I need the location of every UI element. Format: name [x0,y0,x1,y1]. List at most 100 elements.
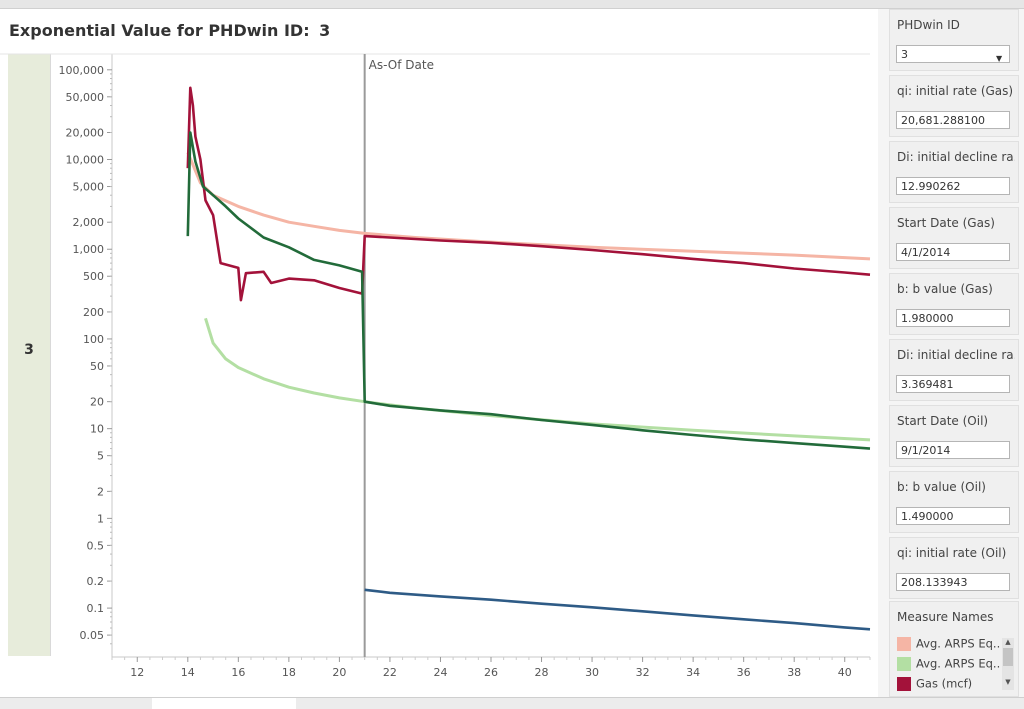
legend-label: Avg. ARPS Eq.. [916,656,1001,671]
tab-sheet-1[interactable] [36,698,146,709]
filter-title: b: b value (Oil) [897,480,986,494]
y-tick-label: 0.5 [87,539,105,552]
filter-value: 1.980000 [901,312,954,325]
scroll-down-icon[interactable]: ▼ [1005,678,1011,686]
x-tick-label: 28 [535,666,549,679]
filter-value: 4/1/2014 [901,246,951,259]
legend-item[interactable]: Avg. ARPS Eq.. [897,636,1001,651]
tab-sheet-active[interactable] [152,698,296,709]
parameter-input[interactable]: 208.133943 [896,573,1010,591]
x-tick-label: 34 [686,666,700,679]
row-header-label: 3 [24,342,34,358]
series-line-2 [186,86,871,302]
x-tick-label: 40 [838,666,852,679]
x-tick-label: 14 [181,666,195,679]
y-tick-label: 100,000 [59,64,105,77]
filter-value: 1.490000 [901,510,954,523]
x-tick-label: 22 [383,666,397,679]
filter-title: Start Date (Oil) [897,414,989,428]
y-tick-label: 2 [97,485,104,498]
filter-value: 3 [901,48,908,61]
y-tick-label: 1,000 [73,243,105,256]
legend-item[interactable]: Avg. ARPS Eq.. [897,656,1001,671]
x-tick-label: 36 [737,666,751,679]
x-tick-label: 20 [332,666,346,679]
decline-curve-chart[interactable]: 100,000 50,000 20,000 10,000 5,000 2,000 1,000… [0,9,878,697]
y-tick-label: 100 [83,333,104,346]
legend-card: Measure Names Avg. ARPS Eq.. Avg. ARPS Eq.… [889,601,1019,697]
series-line-3 [186,131,871,450]
y-tick-label: 1 [97,512,104,525]
filter-card-2: Di: initial decline ra... 12.990262 [889,141,1019,203]
filter-title: Di: initial decline ra... [897,150,1015,164]
filter-value: 12.990262 [901,180,961,193]
legend-title: Measure Names [897,610,994,624]
parameter-input[interactable]: 1.490000 [896,507,1010,525]
filter-card-8: qi: initial rate (Oil) 208.133943 [889,537,1019,599]
y-tick-label: 20 [90,396,104,409]
new-dashboard-icon[interactable] [392,698,414,709]
filter-card-4: b: b value (Gas) 1.980000 [889,273,1019,335]
sheet-title: Exponential Value for PHDwin ID: 3 [9,21,334,40]
filter-value: 20,681.288100 [901,114,985,127]
y-tick-label: 2,000 [73,216,105,229]
legend-item[interactable]: Gas (mcf) [897,676,973,691]
series-line-0 [186,151,871,261]
y-tick-label: 0.1 [87,602,105,615]
filter-value: 208.133943 [901,576,968,589]
legend-swatch [897,636,911,651]
y-tick-label: 10,000 [66,154,105,167]
phdwin-id-dropdown[interactable]: 3 ▼ [896,45,1010,63]
legend-label: Avg. ARPS Eq.. [916,636,1001,651]
parameter-input[interactable]: 4/1/2014 [896,243,1010,261]
y-tick-label: 200 [83,306,104,319]
filter-card-6: Start Date (Oil) 9/1/2014 [889,405,1019,467]
filter-card-5: Di: initial decline ra... 3.369481 [889,339,1019,401]
y-tick-label: 500 [83,270,104,283]
filter-title: b: b value (Gas) [897,282,993,296]
y-tick-label: 0.05 [80,629,105,642]
y-tick-label: 5 [97,450,104,463]
y-tick-label: 50,000 [66,91,105,104]
tab-sheet-3[interactable] [300,698,352,709]
y-tick-label: 20,000 [66,127,105,140]
y-tick-label: 0.2 [87,575,105,588]
legend-label: Gas (mcf) [916,676,973,691]
x-tick-label: 24 [433,666,447,679]
y-tick-label: 10 [90,423,104,436]
series-line-4 [364,588,871,631]
series-line-1 [204,317,871,442]
parameter-input[interactable]: 20,681.288100 [896,111,1010,129]
new-story-icon[interactable] [424,698,446,709]
filter-title: Di: initial decline ra... [897,348,1015,362]
x-tick-label: 18 [282,666,296,679]
legend-scrollbar[interactable]: ▲ ▼ [1002,638,1014,690]
scroll-thumb[interactable] [1003,648,1013,666]
filter-title: qi: initial rate (Gas) [897,84,1014,98]
worksheet-view: Exponential Value for PHDwin ID: 3 3 100… [0,9,878,697]
x-tick-label: 16 [231,666,245,679]
x-tick-label: 12 [130,666,144,679]
chevron-down-icon[interactable]: ▼ [996,54,1003,63]
sheet-tabs-bar [0,697,1024,709]
scroll-up-icon[interactable]: ▲ [1005,638,1011,646]
filter-card-1: qi: initial rate (Gas) 20,681.288100 [889,75,1019,137]
x-tick-label: 26 [484,666,498,679]
parameter-input[interactable]: 1.980000 [896,309,1010,327]
parameter-input[interactable]: 12.990262 [896,177,1010,195]
filter-card-7: b: b value (Oil) 1.490000 [889,471,1019,533]
filter-value: 3.369481 [901,378,954,391]
top-toolbar [0,0,1024,9]
legend-swatch [897,656,911,671]
filters-panel: PHDwin ID 3 ▼ qi: initial rate (Gas) 20,681.… [884,9,1024,697]
new-sheet-icon[interactable] [358,698,380,709]
sheet-title-value: 3 [319,21,331,40]
filter-card-0: PHDwin ID 3 ▼ [889,9,1019,71]
y-tick-label: 50 [90,360,104,373]
sheet-title-label: Exponential Value for PHDwin ID: [9,21,310,40]
parameter-input[interactable]: 9/1/2014 [896,441,1010,459]
filter-title: qi: initial rate (Oil) [897,546,1007,560]
x-tick-label: 30 [585,666,599,679]
filter-value: 9/1/2014 [901,444,951,457]
parameter-input[interactable]: 3.369481 [896,375,1010,393]
